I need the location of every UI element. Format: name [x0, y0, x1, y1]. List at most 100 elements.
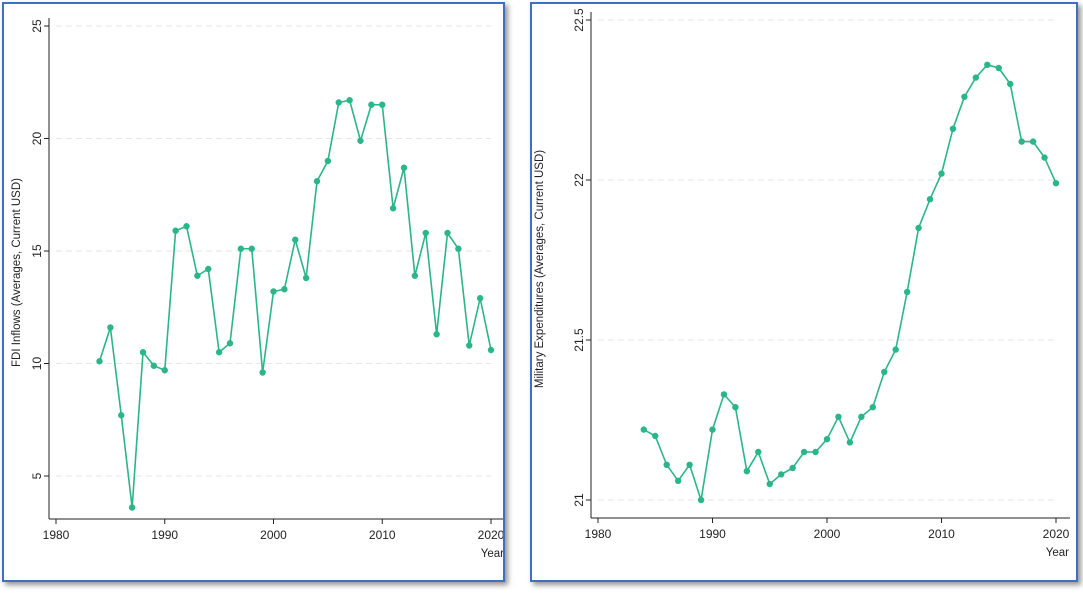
data-point — [1041, 154, 1048, 161]
y-tick-label: 10 — [30, 357, 44, 371]
y-tick-label: 22.5 — [572, 8, 586, 32]
data-point — [663, 461, 670, 468]
data-point — [1029, 138, 1037, 145]
data-point — [686, 461, 693, 468]
fdi-chart-panel: 5 10 15 20 25 1980 1990 2000 2010 2020 Year FDI Inf… — [2, 2, 505, 582]
data-point — [466, 342, 473, 349]
data-point — [335, 99, 342, 106]
data-point — [422, 229, 429, 237]
data-point — [835, 413, 842, 420]
data-point — [984, 61, 991, 68]
data-point — [1018, 138, 1025, 145]
military-chart: 21 21.5 22 22.5 1980 1990 2000 2010 2020 Year Mili… — [534, 8, 1070, 559]
data-point — [823, 436, 831, 443]
x-axis-title: Year — [481, 548, 503, 560]
data-point — [313, 178, 321, 185]
data-point — [743, 468, 751, 475]
data-point — [389, 205, 397, 212]
data-point — [755, 448, 762, 456]
data-point — [194, 272, 201, 279]
data-point — [476, 295, 484, 302]
data-point — [400, 164, 408, 171]
data-point — [226, 340, 234, 347]
y-axis-title: FDI Inflows (Averages, Current USD) — [11, 178, 23, 367]
data-point — [487, 346, 495, 354]
y-tick-label: 21.5 — [572, 328, 586, 352]
data-point — [961, 93, 968, 101]
data-point — [433, 331, 440, 338]
data-point — [107, 324, 114, 331]
data-point — [270, 288, 277, 295]
data-point — [709, 426, 716, 433]
x-axis-title: Year — [1046, 547, 1069, 559]
data-point — [915, 224, 922, 232]
data-point — [995, 64, 1002, 72]
data-point — [846, 439, 854, 446]
data-point — [205, 265, 212, 273]
data-point — [139, 349, 147, 356]
y-tick-label: 20 — [30, 132, 44, 146]
data-point — [869, 404, 876, 411]
x-tick-label: 2000 — [260, 528, 287, 542]
x-tick-label: 2010 — [369, 528, 396, 542]
data-point — [292, 236, 299, 243]
data-point — [812, 448, 819, 456]
x-tick-label: 2020 — [1043, 527, 1070, 541]
data-point — [766, 480, 773, 488]
data-point — [674, 477, 682, 484]
data-point — [172, 227, 179, 234]
x-tick-label: 1990 — [699, 527, 726, 541]
data-point — [150, 362, 158, 369]
y-tick-label: 15 — [30, 244, 44, 258]
data-point — [732, 404, 739, 411]
y-tick-label: 5 — [30, 472, 44, 479]
data-point — [357, 137, 364, 144]
data-point — [128, 504, 136, 511]
data-point — [379, 101, 386, 108]
x-tick-label: 1990 — [151, 528, 178, 542]
military-chart-panel: 21 21.5 22 22.5 1980 1990 2000 2010 2020 Year Mili… — [530, 2, 1078, 582]
data-point — [346, 97, 353, 104]
data-point — [938, 170, 945, 177]
data-point — [411, 272, 419, 279]
data-point — [926, 196, 934, 203]
y-tick-label: 21 — [572, 493, 586, 507]
data-point — [881, 368, 888, 376]
data-point — [455, 245, 462, 252]
y-tick-label: 25 — [30, 19, 44, 33]
data-point — [1052, 180, 1060, 187]
data-point — [652, 432, 659, 440]
data-point — [800, 448, 808, 456]
data-point — [720, 391, 728, 398]
x-tick-label: 1980 — [585, 527, 612, 541]
data-point — [892, 346, 899, 353]
data-point — [302, 274, 310, 282]
data-point — [248, 245, 255, 252]
data-point — [858, 413, 865, 420]
data-point — [161, 367, 168, 374]
x-tick-label: 2000 — [814, 527, 841, 541]
data-point — [215, 349, 223, 356]
y-axis-title: Military Expenditures (Averages, Current… — [534, 150, 546, 388]
data-point — [1007, 80, 1014, 88]
data-point — [444, 229, 451, 237]
x-tick-label: 1980 — [43, 528, 70, 542]
data-point — [903, 288, 911, 296]
y-tick-label: 22 — [572, 173, 586, 187]
data-point — [281, 286, 288, 293]
data-point — [972, 74, 980, 81]
x-tick-label: 2010 — [928, 527, 955, 541]
x-tick-label: 2020 — [478, 528, 503, 542]
data-point — [237, 245, 245, 252]
series-line — [643, 63, 1057, 501]
data-point — [949, 125, 957, 132]
data-point — [324, 157, 332, 165]
data-point — [96, 358, 103, 365]
data-point — [697, 496, 705, 504]
data-point — [183, 223, 190, 230]
data-point — [259, 369, 266, 376]
data-point — [118, 412, 125, 419]
data-point — [640, 426, 647, 433]
series-line — [98, 99, 492, 508]
data-point — [789, 464, 796, 472]
